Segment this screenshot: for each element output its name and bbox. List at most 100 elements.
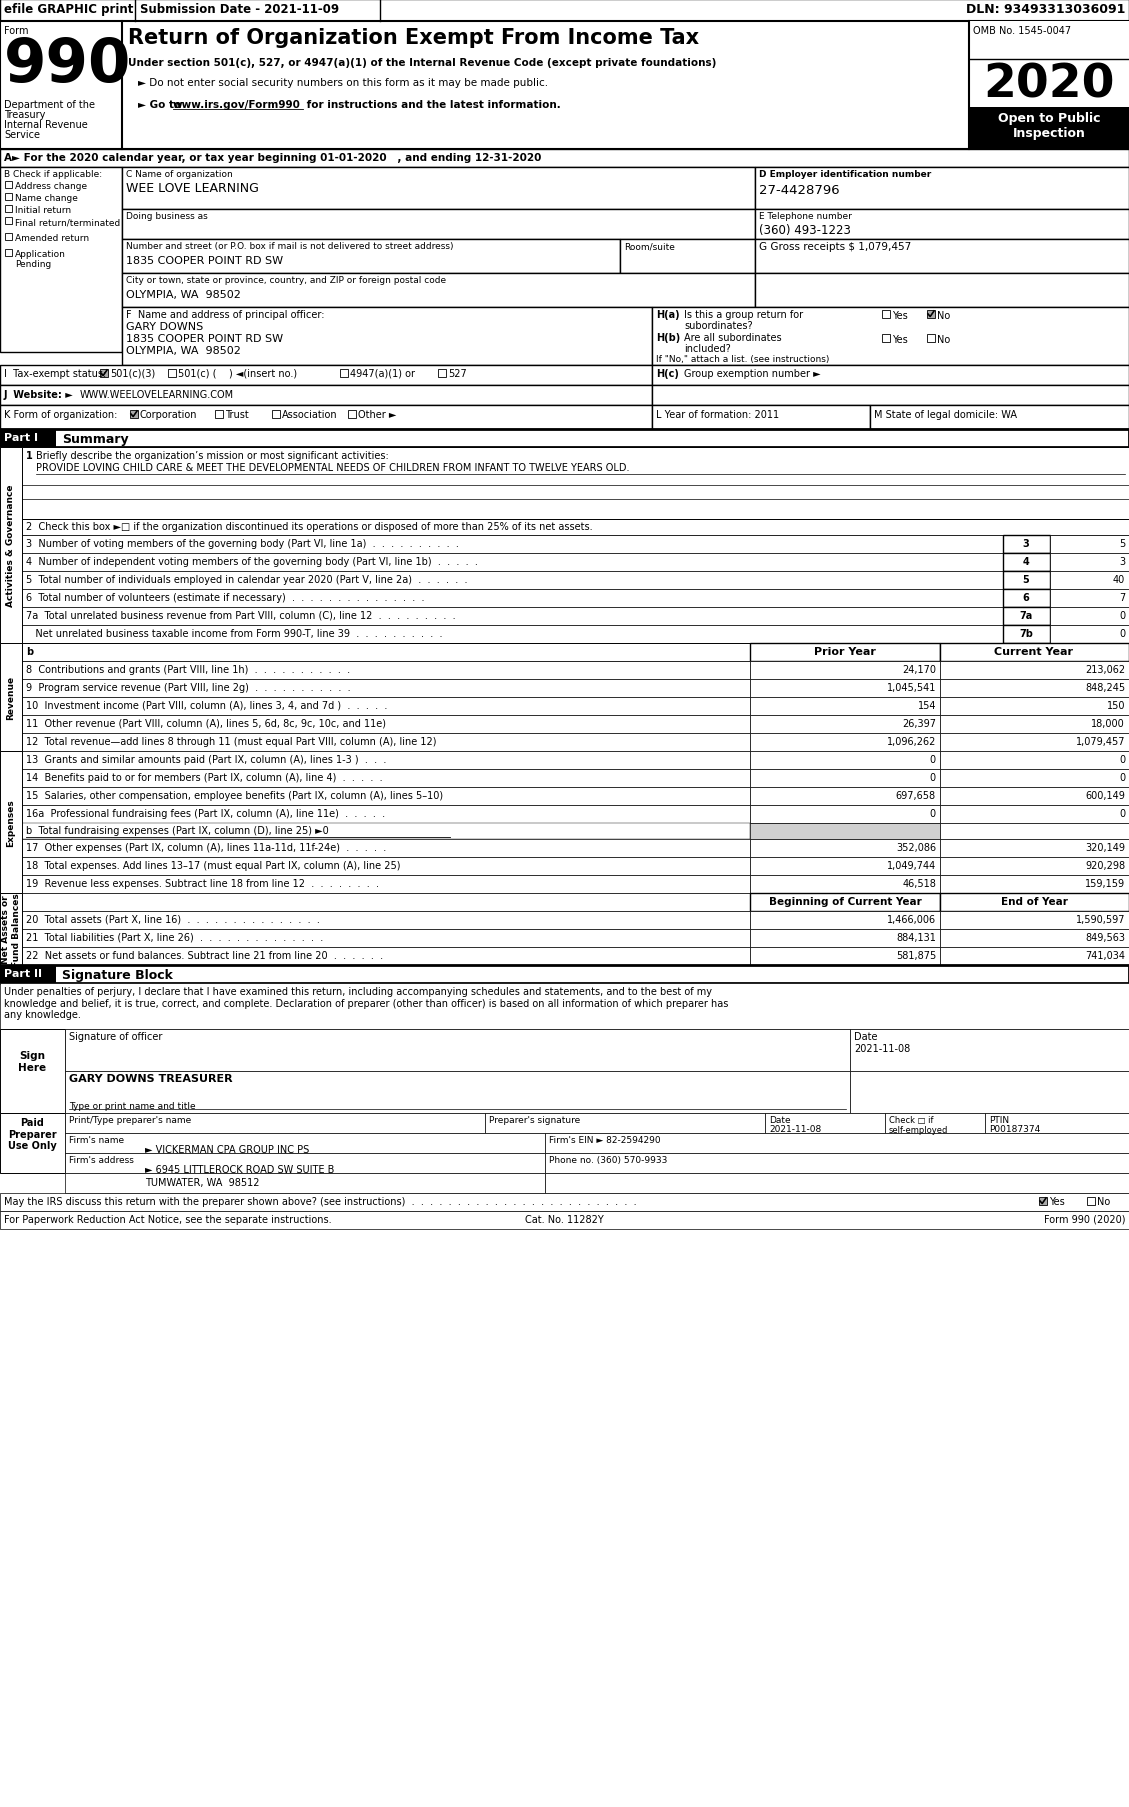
- Bar: [21, 734, 750, 752]
- Bar: [272, 410, 280, 419]
- Bar: [122, 275, 755, 307]
- Text: Amended return: Amended return: [15, 233, 89, 242]
- Text: 884,131: 884,131: [896, 932, 936, 943]
- Bar: [0, 365, 653, 385]
- Text: 26,397: 26,397: [902, 719, 936, 728]
- Bar: [0, 643, 21, 752]
- Text: Expenses: Expenses: [7, 799, 16, 846]
- Text: F  Name and address of principal officer:: F Name and address of principal officer:: [126, 309, 324, 320]
- Bar: [940, 734, 1129, 752]
- Bar: [750, 840, 940, 858]
- Bar: [100, 370, 108, 378]
- Text: 13  Grants and similar amounts paid (Part IX, column (A), lines 1-3 )  .  .  .: 13 Grants and similar amounts paid (Part…: [26, 755, 386, 764]
- Bar: [5, 219, 12, 224]
- Text: 7b: 7b: [1019, 629, 1033, 638]
- Text: 1,049,744: 1,049,744: [886, 860, 936, 871]
- Bar: [940, 661, 1129, 679]
- Text: 0: 0: [930, 755, 936, 764]
- Text: 9  Program service revenue (Part VIII, line 2g)  .  .  .  .  .  .  .  .  .  .  .: 9 Program service revenue (Part VIII, li…: [26, 683, 351, 692]
- Text: 3  Number of voting members of the governing body (Part VI, line 1a)  .  .  .  .: 3 Number of voting members of the govern…: [26, 538, 458, 549]
- Bar: [21, 929, 750, 947]
- Text: 213,062: 213,062: [1085, 665, 1124, 674]
- Text: 1,466,006: 1,466,006: [887, 914, 936, 925]
- Text: Summary: Summary: [62, 432, 129, 446]
- Bar: [168, 370, 176, 378]
- Bar: [885, 1113, 984, 1133]
- Bar: [940, 788, 1129, 806]
- Bar: [940, 824, 1129, 840]
- Bar: [969, 108, 1129, 150]
- Text: 14  Benefits paid to or for members (Part IX, column (A), line 4)  .  .  .  .  .: 14 Benefits paid to or for members (Part…: [26, 773, 383, 782]
- Bar: [940, 698, 1129, 716]
- Text: M State of legal domicile: WA: M State of legal domicile: WA: [874, 410, 1017, 419]
- Bar: [0, 893, 21, 965]
- Bar: [0, 448, 21, 643]
- Text: G Gross receipts $ 1,079,457: G Gross receipts $ 1,079,457: [759, 242, 911, 251]
- Text: 22  Net assets or fund balances. Subtract line 21 from line 20  .  .  .  .  .  .: 22 Net assets or fund balances. Subtract…: [26, 950, 383, 961]
- Text: Activities & Governance: Activities & Governance: [7, 484, 16, 607]
- Bar: [940, 770, 1129, 788]
- Bar: [750, 893, 940, 911]
- Bar: [755, 240, 1129, 275]
- Bar: [940, 947, 1129, 965]
- Text: Beginning of Current Year: Beginning of Current Year: [769, 896, 921, 907]
- Bar: [545, 1133, 1129, 1153]
- Text: No: No: [937, 311, 951, 322]
- Bar: [0, 430, 1129, 448]
- Bar: [65, 1153, 545, 1173]
- Text: Trust: Trust: [225, 410, 248, 419]
- Text: 1: 1: [26, 450, 33, 461]
- Text: 5: 5: [1023, 575, 1030, 585]
- Text: Form 990 (2020): Form 990 (2020): [1043, 1214, 1124, 1225]
- Text: TUMWATER, WA  98512: TUMWATER, WA 98512: [145, 1178, 260, 1187]
- Text: City or town, state or province, country, and ZIP or foreign postal code: City or town, state or province, country…: [126, 276, 446, 286]
- Text: Signature Block: Signature Block: [62, 969, 173, 981]
- Text: Yes: Yes: [892, 334, 908, 345]
- Text: J  Website: ►: J Website: ►: [5, 390, 73, 399]
- Bar: [1050, 553, 1129, 571]
- Text: Paid
Preparer
Use Only: Paid Preparer Use Only: [8, 1117, 56, 1151]
- Text: 320,149: 320,149: [1085, 842, 1124, 853]
- Bar: [653, 365, 1129, 385]
- Text: Signature of officer: Signature of officer: [69, 1032, 163, 1041]
- Text: Prior Year: Prior Year: [814, 647, 876, 656]
- Text: 5  Total number of individuals employed in calendar year 2020 (Part V, line 2a) : 5 Total number of individuals employed i…: [26, 575, 467, 585]
- Bar: [545, 1153, 1129, 1173]
- Text: Group exemption number ►: Group exemption number ►: [684, 369, 821, 379]
- Text: Date: Date: [769, 1115, 790, 1124]
- Text: for instructions and the latest information.: for instructions and the latest informat…: [303, 99, 561, 110]
- Text: 1835 COOPER POINT RD SW: 1835 COOPER POINT RD SW: [126, 334, 283, 343]
- Text: 1,590,597: 1,590,597: [1076, 914, 1124, 925]
- Text: If "No," attach a list. (see instructions): If "No," attach a list. (see instruction…: [656, 354, 830, 363]
- Bar: [1050, 571, 1129, 589]
- Text: Yes: Yes: [1049, 1196, 1065, 1207]
- Bar: [940, 893, 1129, 911]
- Text: GARY DOWNS TREASURER: GARY DOWNS TREASURER: [69, 1073, 233, 1084]
- Text: Form: Form: [5, 25, 28, 36]
- Bar: [0, 407, 653, 430]
- Bar: [969, 22, 1129, 60]
- Text: Date: Date: [854, 1032, 877, 1041]
- Bar: [750, 698, 940, 716]
- Bar: [340, 370, 348, 378]
- Bar: [1003, 571, 1050, 589]
- Bar: [750, 858, 940, 876]
- Bar: [750, 752, 940, 770]
- Bar: [1050, 607, 1129, 625]
- Text: Number and street (or P.O. box if mail is not delivered to street address): Number and street (or P.O. box if mail i…: [126, 242, 454, 251]
- Text: ► Go to: ► Go to: [138, 99, 185, 110]
- Bar: [750, 679, 940, 698]
- Bar: [545, 1173, 1129, 1193]
- Text: 20  Total assets (Part X, line 16)  .  .  .  .  .  .  .  .  .  .  .  .  .  .  .: 20 Total assets (Part X, line 16) . . . …: [26, 914, 320, 925]
- Bar: [21, 571, 1003, 589]
- Text: 990: 990: [5, 36, 131, 96]
- Text: 697,658: 697,658: [896, 791, 936, 801]
- Bar: [940, 679, 1129, 698]
- Text: Briefly describe the organization’s mission or most significant activities:: Briefly describe the organization’s miss…: [36, 450, 388, 461]
- Bar: [0, 150, 1129, 168]
- Text: 16a  Professional fundraising fees (Part IX, column (A), line 11e)  .  .  .  .  : 16a Professional fundraising fees (Part …: [26, 808, 385, 819]
- Text: 848,245: 848,245: [1085, 683, 1124, 692]
- Text: 6: 6: [1023, 593, 1030, 604]
- Bar: [653, 407, 870, 430]
- Bar: [0, 1193, 1129, 1211]
